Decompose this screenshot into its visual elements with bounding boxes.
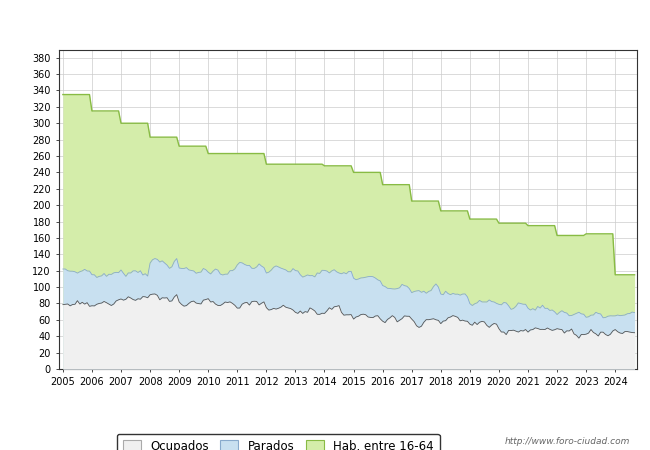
Text: La Garganta - Evolucion de la poblacion en edad de Trabajar Septiembre de 2024: La Garganta - Evolucion de la poblacion … xyxy=(53,13,597,26)
Legend: Ocupados, Parados, Hab. entre 16-64: Ocupados, Parados, Hab. entre 16-64 xyxy=(117,434,440,450)
Text: http://www.foro-ciudad.com: http://www.foro-ciudad.com xyxy=(505,436,630,446)
